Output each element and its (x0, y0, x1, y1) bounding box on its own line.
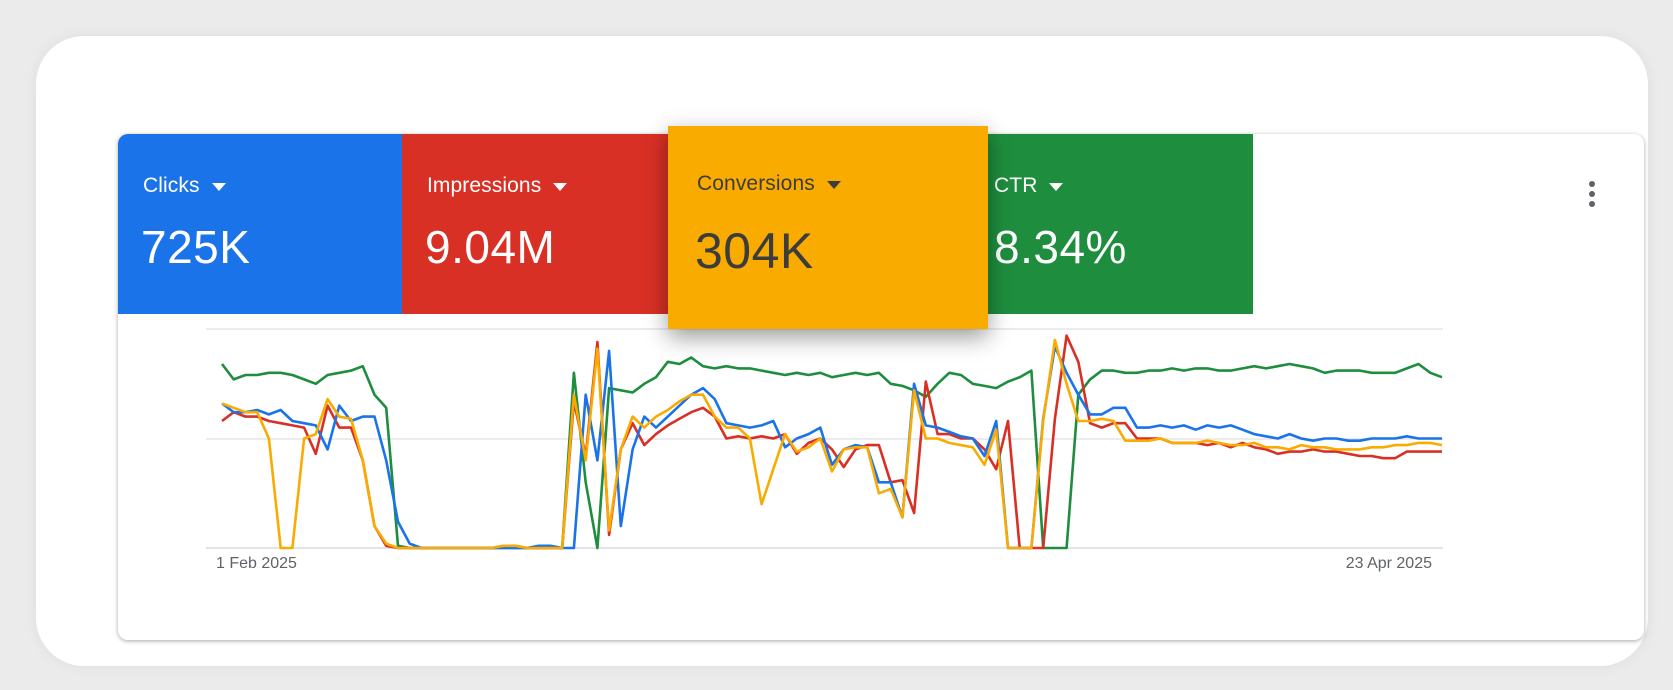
impressions-value: 9.04M (425, 221, 556, 273)
conversions-label: Conversions (697, 172, 815, 195)
x-start-label: 1 Feb 2025 (216, 555, 297, 572)
conversions-label-row[interactable]: Conversions (697, 172, 841, 196)
conversions-value: 304K (695, 223, 814, 279)
series-line-ctr (220, 356, 1443, 550)
clicks-label: Clicks (143, 174, 200, 197)
x-end-label: 23 Apr 2025 (1346, 555, 1432, 572)
impressions-metric-tile[interactable]: Impressions 9.04M (402, 134, 668, 314)
arrow-drop-down-icon[interactable] (553, 183, 568, 191)
impressions-label-row[interactable]: Impressions (427, 174, 568, 198)
clicks-metric-tile[interactable]: Clicks 725K (118, 134, 402, 314)
ctr-value: 8.34% (994, 221, 1127, 273)
impressions-label: Impressions (427, 174, 542, 197)
more-dot (1589, 191, 1595, 197)
ctr-label: CTR (994, 174, 1038, 197)
ctr-metric-tile[interactable]: CTR 8.34% (987, 134, 1253, 314)
clicks-label-row[interactable]: Clicks (143, 174, 226, 198)
arrow-drop-down-icon[interactable] (1049, 183, 1064, 191)
conversions-metric-tile[interactable]: Conversions 304K (668, 126, 988, 329)
more-vert-icon[interactable] (1582, 176, 1602, 212)
arrow-drop-down-icon[interactable] (211, 183, 226, 191)
arrow-drop-down-icon[interactable] (826, 181, 841, 189)
performance-chart: 1 Feb 2025 23 Apr 2025 (206, 328, 1443, 572)
performance-card: 1 Feb 2025 23 Apr 2025 Clicks 725K Impre… (118, 126, 1644, 640)
series-group (220, 334, 1443, 550)
series-line-conversions (221, 338, 1443, 550)
page-frame: 1 Feb 2025 23 Apr 2025 Clicks 725K Impre… (36, 36, 1648, 666)
more-dot (1589, 201, 1595, 207)
more-dot (1589, 181, 1595, 187)
clicks-value: 725K (141, 221, 251, 273)
ctr-label-row[interactable]: CTR (994, 174, 1064, 198)
